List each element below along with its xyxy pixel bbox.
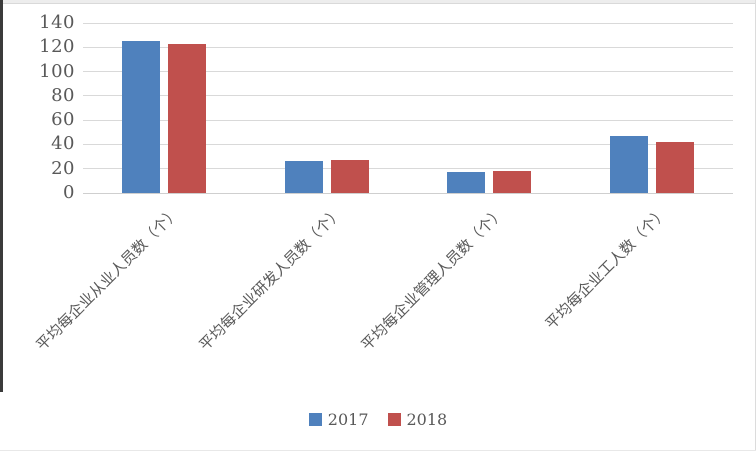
- h-gridline: [83, 71, 733, 73]
- h-gridline: [83, 95, 733, 97]
- h-gridline: [83, 119, 733, 121]
- bar-2018-1: [168, 43, 207, 193]
- legend-swatch-2018: [387, 412, 401, 426]
- h-gridline: [83, 22, 733, 24]
- legend-item-2017: 2017: [308, 409, 369, 429]
- category-label: 平均每企业从业人员数（个）: [32, 203, 184, 355]
- bar-2018-4: [655, 142, 694, 193]
- legend: 2017 2018: [0, 408, 756, 430]
- bar-2017-3: [447, 172, 486, 193]
- bar-2017-2: [284, 161, 323, 193]
- y-axis-tick-label: 80: [51, 84, 75, 106]
- legend-item-2018: 2018: [387, 409, 448, 429]
- bar-2017-1: [122, 41, 161, 193]
- legend-label-2018: 2018: [406, 409, 448, 429]
- category-label: 平均每企业管理人员数（个）: [357, 203, 509, 355]
- legend-swatch-2017: [308, 412, 322, 426]
- screenshot-left-border: [0, 0, 3, 392]
- y-axis-tick-label: 0: [63, 182, 75, 203]
- h-gridline: [83, 46, 733, 48]
- y-axis-tick-label: 60: [51, 109, 75, 131]
- bar-2018-2: [330, 160, 369, 193]
- bar-2017-4: [609, 135, 648, 193]
- y-axis-tick-label: 100: [39, 60, 75, 82]
- y-axis-tick-label: 20: [51, 157, 75, 179]
- x-axis-line: [83, 192, 733, 194]
- y-axis-tick-label: 40: [51, 133, 75, 155]
- y-axis-tick-label: 120: [39, 36, 75, 58]
- h-gridline: [83, 168, 733, 170]
- bar-2018-3: [493, 171, 532, 193]
- category-label: 平均每企业研发人员数（个）: [195, 203, 346, 355]
- screenshot-top-border: [0, 0, 756, 4]
- y-axis-tick-label: 140: [39, 12, 75, 33]
- category-label: 平均每企业工人数（个）: [541, 203, 671, 333]
- h-gridline: [83, 143, 733, 145]
- legend-label-2017: 2017: [327, 409, 369, 429]
